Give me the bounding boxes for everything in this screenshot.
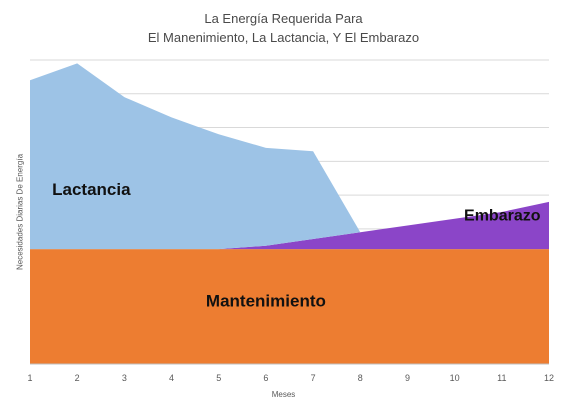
x-tick-label: 1 bbox=[27, 373, 32, 383]
x-tick-label: 8 bbox=[358, 373, 363, 383]
area-mantenimiento bbox=[30, 249, 549, 364]
x-tick-label: 9 bbox=[405, 373, 410, 383]
x-tick-label: 2 bbox=[75, 373, 80, 383]
x-tick-label: 3 bbox=[122, 373, 127, 383]
x-tick-label: 11 bbox=[497, 373, 506, 383]
x-tick-label: 6 bbox=[263, 373, 268, 383]
x-tick-label: 5 bbox=[216, 373, 221, 383]
area-label-embarazo: Embarazo bbox=[464, 207, 541, 224]
chart-subtitle: El Manenimiento, La Lactancia, Y El Emba… bbox=[147, 30, 420, 45]
x-tick-label: 10 bbox=[450, 373, 460, 383]
x-axis-label: Meses bbox=[271, 390, 296, 399]
area-lactancia bbox=[30, 63, 549, 250]
x-tick-label: 12 bbox=[544, 373, 554, 383]
area-label-mantenimiento: Mantenimiento bbox=[206, 292, 326, 311]
area-embarazo bbox=[30, 201, 549, 250]
x-tick-label: 7 bbox=[311, 373, 316, 383]
x-tick-label: 4 bbox=[169, 373, 174, 383]
chart-title: La Energía Requerida Para bbox=[204, 11, 363, 26]
area-label-lactancia: Lactancia bbox=[52, 180, 131, 199]
